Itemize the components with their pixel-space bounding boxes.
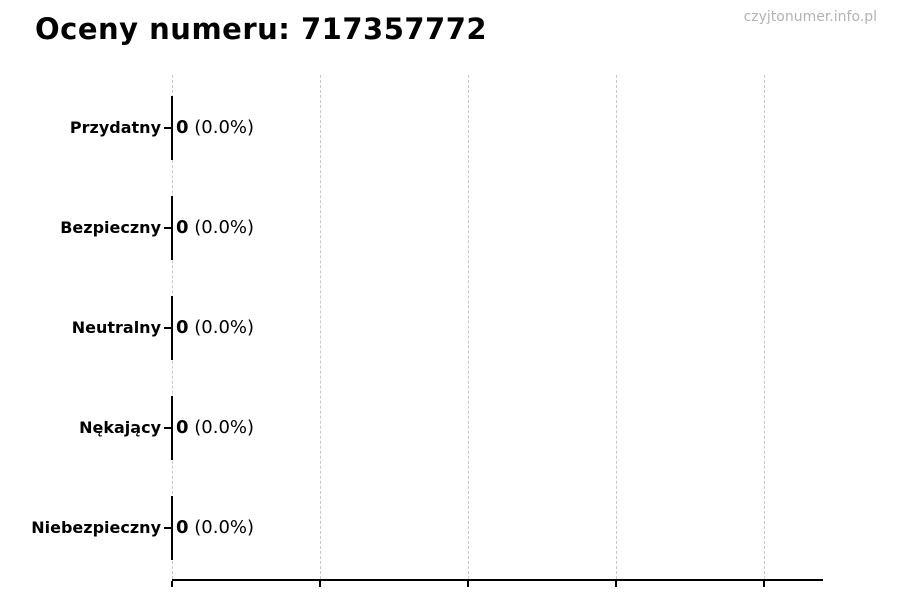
value-count: 0 (176, 317, 189, 338)
chart-title: Oceny numeru: 717357772 (35, 12, 488, 46)
y-axis-tick (164, 526, 171, 529)
category-label: Neutralny (71, 318, 161, 337)
y-axis-tick (164, 127, 171, 129)
x-axis-tick (171, 581, 173, 587)
category-label: Przydatny (69, 118, 161, 137)
value-label: 0 (0.0%) (176, 217, 254, 238)
value-count: 0 (176, 117, 189, 138)
value-percent: (0.0%) (188, 416, 255, 438)
zero-bar (171, 395, 173, 460)
value-percent: (0.0%) (188, 217, 255, 238)
x-axis-line (172, 579, 823, 581)
value-label: 0 (0.0%) (176, 417, 254, 438)
value-percent: (0.0%) (188, 317, 255, 338)
y-axis-tick (164, 227, 171, 229)
value-count: 0 (176, 217, 189, 238)
category-label: Nękający (79, 417, 161, 437)
zero-bar (171, 495, 173, 560)
x-axis-tick (467, 581, 469, 587)
x-axis-tick (319, 581, 321, 587)
value-label: 0 (0.0%) (176, 117, 254, 138)
value-label: 0 (0.0%) (176, 317, 254, 338)
gridline (616, 75, 617, 579)
gridline (764, 75, 765, 579)
value-percent: (0.0%) (188, 516, 255, 538)
value-count: 0 (176, 416, 189, 438)
category-label: Bezpieczny (60, 218, 161, 237)
value-label: 0 (0.0%) (176, 517, 254, 538)
gridline (468, 75, 469, 579)
x-axis-tick (615, 581, 617, 587)
category-label: Niebezpieczny (31, 517, 161, 537)
zero-bar (171, 196, 173, 260)
value-count: 0 (176, 516, 189, 538)
value-percent: (0.0%) (188, 117, 255, 138)
x-axis-tick (763, 581, 765, 587)
y-axis-tick (164, 426, 171, 429)
zero-bar (171, 96, 173, 160)
y-axis-tick (164, 327, 171, 329)
gridline (320, 75, 321, 579)
zero-bar (171, 296, 173, 360)
watermark: czyjtonumer.info.pl (743, 9, 877, 25)
